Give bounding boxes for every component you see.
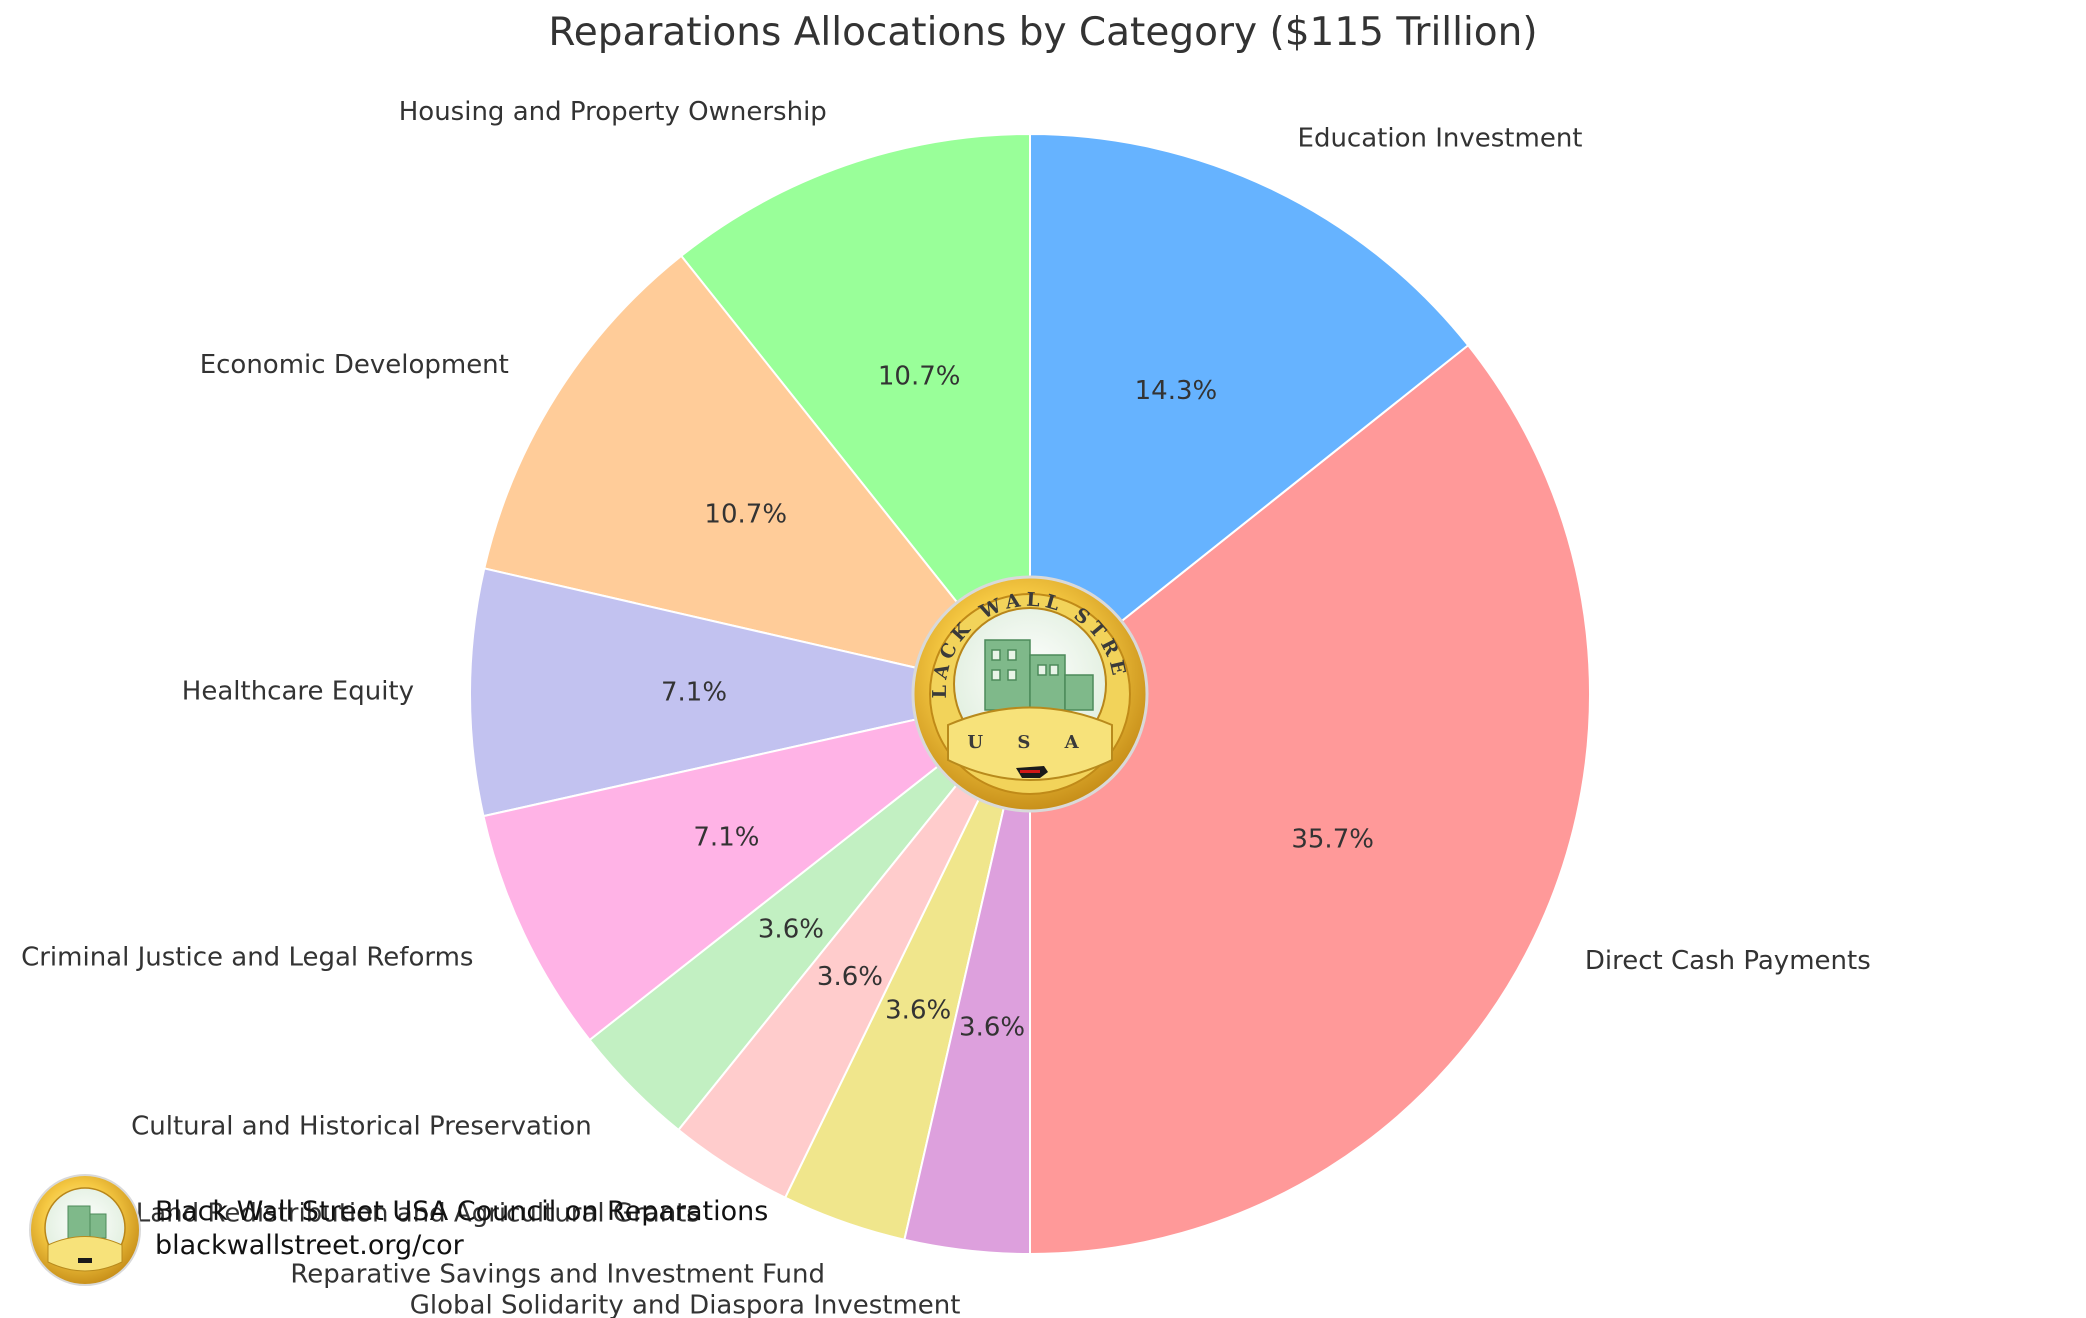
percent-label: 35.7% bbox=[1291, 824, 1374, 854]
percent-label: 10.7% bbox=[704, 499, 787, 529]
percent-label: 3.6% bbox=[959, 1012, 1025, 1042]
pie-slice-criminal-justice-and-legal-reforms[interactable] bbox=[482, 693, 1031, 1042]
percent-labels: 35.7%14.3%10.7%10.7%7.1%7.1%3.6%3.6%3.6%… bbox=[661, 361, 1374, 1042]
category-label: Education Investment bbox=[1298, 124, 1583, 154]
percent-label: 7.1% bbox=[693, 823, 759, 853]
category-label: Cultural and Historical Preservation bbox=[131, 1111, 592, 1141]
footer-url[interactable]: blackwallstreet.org/cor bbox=[155, 1230, 464, 1261]
pie-slice-housing-and-property-ownership[interactable] bbox=[679, 132, 1031, 697]
percent-label: 3.6% bbox=[817, 962, 883, 992]
category-label: Global Solidarity and Diaspora Investmen… bbox=[410, 1291, 961, 1318]
percent-label: 7.1% bbox=[661, 677, 727, 707]
percent-label: 3.6% bbox=[885, 995, 951, 1025]
pie-slice-global-solidarity-and-diaspora-investment[interactable] bbox=[903, 693, 1031, 1256]
logo-usa-text: U S A bbox=[967, 732, 1092, 753]
pie-slice-direct-cash-payments[interactable] bbox=[1029, 343, 1591, 1256]
percent-label: 10.7% bbox=[878, 361, 961, 391]
category-label: Land Redistribution and Agricultural Gra… bbox=[136, 1199, 700, 1229]
percent-label: 14.3% bbox=[1135, 376, 1218, 406]
category-label: Economic Development bbox=[200, 350, 509, 380]
pie-slice-healthcare-equity[interactable] bbox=[469, 567, 1031, 818]
footer-organization: Black Wall Street USA Council on Reparat… bbox=[155, 1196, 769, 1227]
chart-title: Reparations Allocations by Category ($11… bbox=[548, 10, 1538, 55]
percent-label: 3.6% bbox=[758, 915, 824, 945]
pie-slice-education-investment[interactable] bbox=[1029, 132, 1470, 697]
category-label: Direct Cash Payments bbox=[1585, 946, 1871, 976]
category-label: Reparative Savings and Investment Fund bbox=[290, 1259, 825, 1289]
pie-slices bbox=[469, 132, 1591, 1256]
category-label: Housing and Property Ownership bbox=[399, 97, 827, 127]
category-label: Healthcare Equity bbox=[182, 677, 414, 707]
category-labels: Direct Cash Payments Education Investment… bbox=[21, 97, 1871, 1318]
category-label: Criminal Justice and Legal Reforms bbox=[21, 943, 473, 973]
pie-slice-economic-development[interactable] bbox=[483, 254, 1033, 696]
